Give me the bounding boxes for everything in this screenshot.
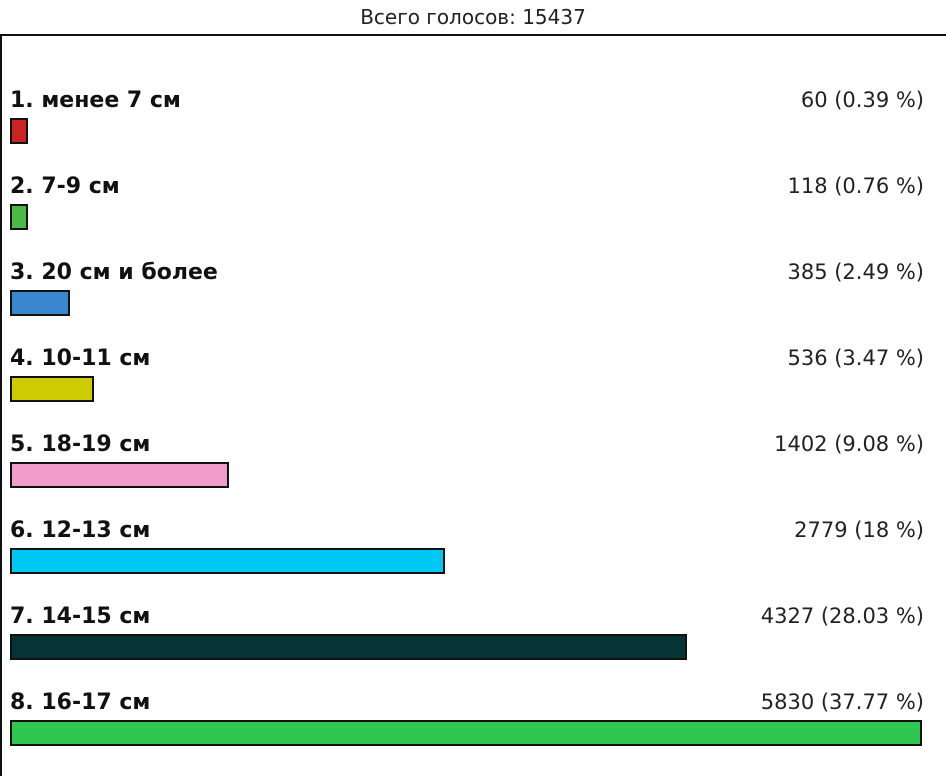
poll-header: Всего голосов: 15437 — [0, 0, 946, 36]
poll-row: 8. 16-17 см 5830 (37.77 %) — [0, 690, 946, 776]
option-label: 4. 10-11 см — [10, 346, 151, 371]
option-value-label: 4327 (28.03 %) — [760, 604, 924, 628]
poll-row: 3. 20 см и более 385 (2.49 %) — [0, 260, 946, 346]
poll-row: 2. 7-9 см 118 (0.76 %) — [0, 174, 946, 260]
poll-row: 5. 18-19 см 1402 (9.08 %) — [0, 432, 946, 518]
option-value-label: 1402 (9.08 %) — [774, 432, 924, 456]
option-label: 2. 7-9 см — [10, 174, 120, 199]
option-value-label: 536 (3.47 %) — [787, 346, 924, 370]
option-label: 5. 18-19 см — [10, 432, 151, 457]
poll-row: 1. менее 7 см 60 (0.39 %) — [0, 88, 946, 174]
option-bar — [10, 376, 94, 402]
poll-row: 6. 12-13 см 2779 (18 %) — [0, 518, 946, 604]
option-value-label: 118 (0.76 %) — [787, 174, 924, 198]
poll-row: 4. 10-11 см 536 (3.47 %) — [0, 346, 946, 432]
option-value-label: 385 (2.49 %) — [787, 260, 924, 284]
option-bar — [10, 118, 28, 144]
option-bar — [10, 462, 229, 488]
option-label: 3. 20 см и более — [10, 260, 218, 285]
option-label: 7. 14-15 см — [10, 604, 151, 629]
option-bar — [10, 204, 28, 230]
option-value-label: 2779 (18 %) — [794, 518, 924, 542]
option-bar — [10, 634, 687, 660]
option-label: 6. 12-13 см — [10, 518, 151, 543]
option-bar — [10, 290, 70, 316]
option-value-label: 5830 (37.77 %) — [760, 690, 924, 714]
left-border — [0, 34, 2, 776]
option-bar — [10, 720, 922, 746]
poll-row: 7. 14-15 см 4327 (28.03 %) — [0, 604, 946, 690]
option-value-label: 60 (0.39 %) — [800, 88, 924, 112]
option-label: 8. 16-17 см — [10, 690, 151, 715]
total-votes: Всего голосов: 15437 — [360, 5, 586, 29]
option-bar — [10, 548, 445, 574]
option-label: 1. менее 7 см — [10, 88, 181, 113]
